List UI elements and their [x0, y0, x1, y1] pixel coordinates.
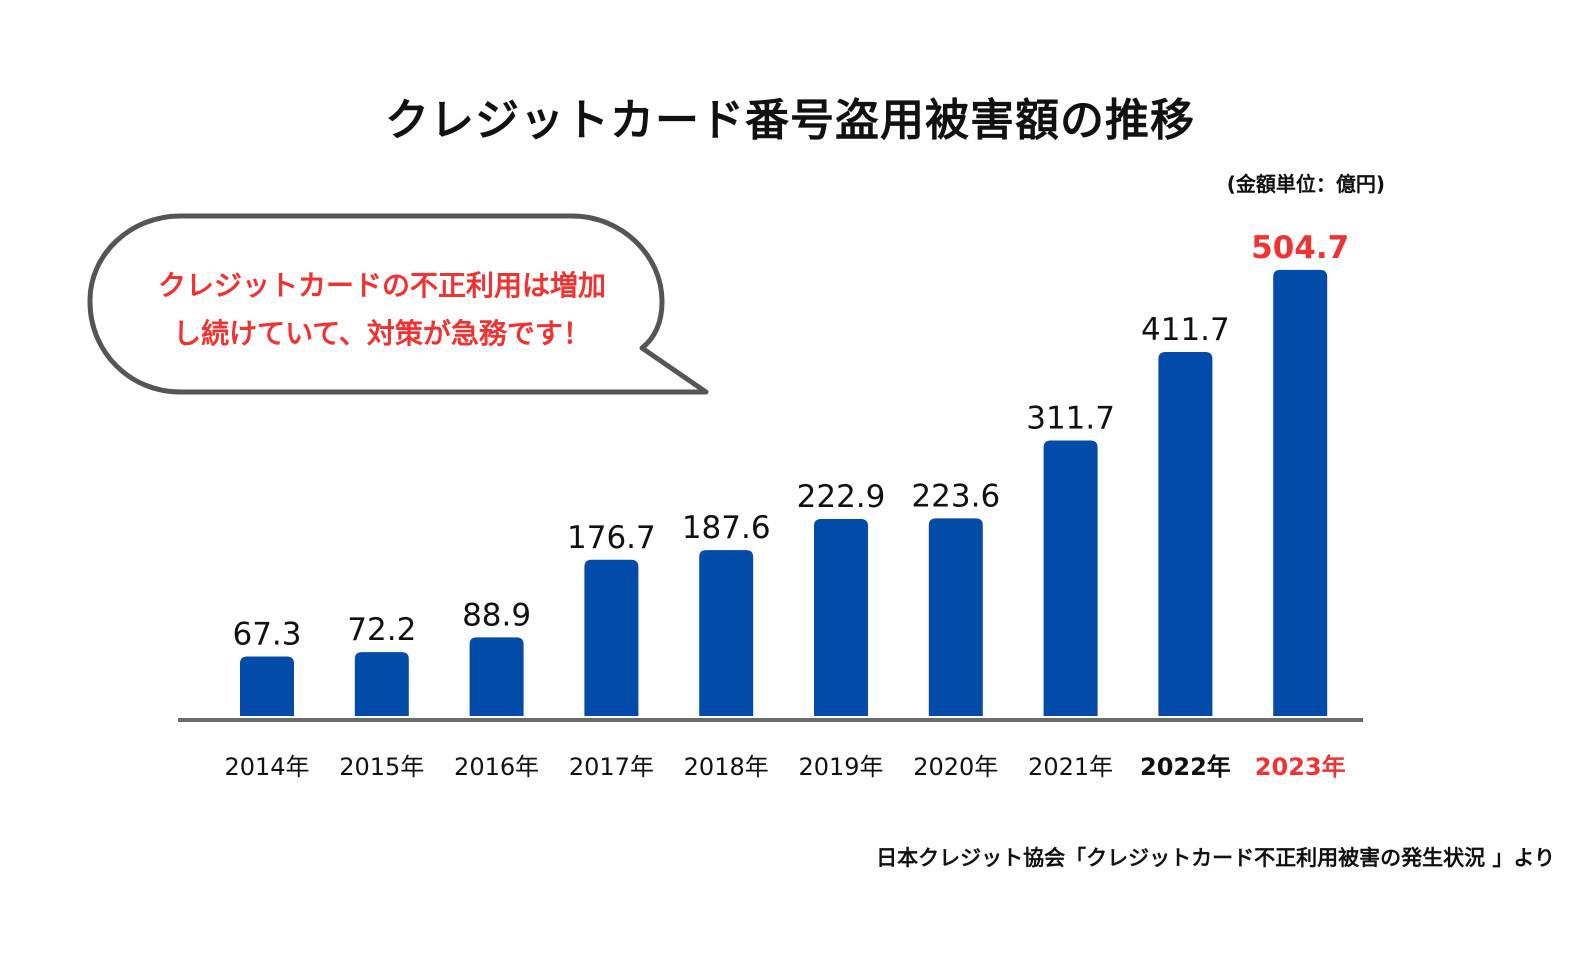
value-label-2021年: 311.7: [1026, 400, 1115, 436]
category-labels-layer: 2014年 2015年 2016年 2017年 2018年 2019年 2020年 2021年…: [224, 753, 1345, 781]
value-label-2022年: 411.7: [1141, 312, 1230, 348]
bar-2018年: [699, 550, 754, 716]
unit-label: (金額単位：億円): [1226, 172, 1385, 196]
category-label-2021年: 2021年: [1028, 753, 1113, 781]
bar-2016年: [469, 637, 524, 716]
value-labels-layer: 67.3 72.2 88.9 176.7 187.6 222.9 223.6 311.7 411…: [232, 230, 1349, 653]
bar-2015年: [354, 652, 409, 716]
value-label-2018年: 187.6: [682, 510, 771, 546]
category-label-2020年: 2020年: [913, 753, 998, 781]
chart-title: クレジットカード番号盗用被害額の推移: [385, 95, 1195, 146]
value-label-2023年: 504.7: [1251, 230, 1349, 266]
category-label-2017年: 2017年: [569, 753, 654, 781]
bar-2021年: [1043, 440, 1098, 716]
category-label-2019年: 2019年: [798, 753, 883, 781]
category-label-2018年: 2018年: [684, 753, 769, 781]
source-note: 日本クレジット協会「クレジットカード不正利用被害の発生状況 」より: [876, 846, 1555, 870]
value-label-2015年: 72.2: [347, 612, 416, 648]
callout-line-2: し続けていて、対策が急務です！: [173, 317, 591, 350]
category-label-2014年: 2014年: [224, 753, 309, 781]
bar-2023年: [1273, 269, 1328, 716]
bar-2022年: [1158, 352, 1213, 716]
category-label-2016年: 2016年: [454, 753, 539, 781]
value-label-2020年: 223.6: [911, 478, 1000, 514]
category-label-2022年: 2022年: [1140, 753, 1231, 781]
category-label-2015年: 2015年: [339, 753, 424, 781]
speech-bubble: [87, 213, 709, 395]
callout-text: クレジットカードの不正利用は増加 し続けていて、対策が急務です！: [102, 262, 662, 358]
callout-line-1: クレジットカードの不正利用は増加: [157, 269, 606, 302]
bar-2014年: [240, 656, 294, 716]
value-label-2016年: 88.9: [462, 597, 531, 633]
bars-layer: [240, 269, 1328, 716]
value-label-2017年: 176.7: [567, 520, 656, 556]
value-label-2019年: 222.9: [797, 479, 886, 515]
bar-2020年: [928, 518, 983, 716]
bar-2017年: [584, 559, 639, 716]
category-label-2023年: 2023年: [1255, 753, 1346, 781]
bar-2019年: [814, 518, 868, 716]
value-label-2014年: 67.3: [232, 617, 301, 653]
